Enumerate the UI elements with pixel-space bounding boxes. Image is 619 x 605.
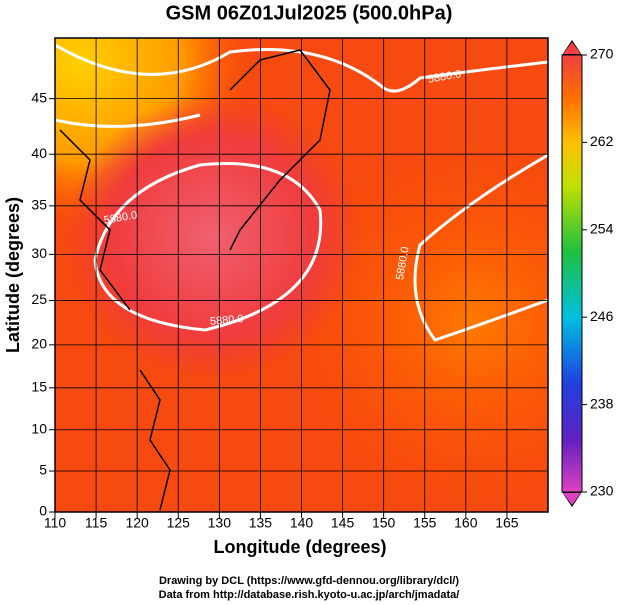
y-tick-label: 0 <box>39 503 47 519</box>
colorbar-tick-label: 270 <box>590 46 614 62</box>
x-tick-label: 140 <box>290 515 314 531</box>
y-tick-label: 5 <box>39 462 47 478</box>
colorbar-top <box>563 42 581 54</box>
x-axis-label: Longitude (degrees) <box>213 537 386 557</box>
x-tick-label: 115 <box>85 515 108 531</box>
y-tick-label: 10 <box>31 420 47 436</box>
y-tick-label: 20 <box>31 336 47 352</box>
x-tick-label: 120 <box>125 515 149 531</box>
footer-line: Drawing by DCL (https://www.gfd-dennou.o… <box>159 575 459 587</box>
colorbar-tick-label: 246 <box>590 308 614 324</box>
title: GSM 06Z01Jul2025 (500.0hPa) <box>166 2 453 24</box>
x-tick-label: 155 <box>413 515 437 531</box>
y-axis-label: Latitude (degrees) <box>3 197 23 353</box>
y-tick-label: 30 <box>31 245 47 261</box>
x-tick-label: 125 <box>167 515 191 531</box>
grid <box>54 38 548 513</box>
y-tick-label: 40 <box>31 145 47 161</box>
colorbar-tick-label: 262 <box>590 133 614 149</box>
colorbar-tick-label: 254 <box>590 221 614 237</box>
contour-label: 5880.0 <box>394 246 412 281</box>
contour-label: 5880.0 <box>103 209 138 227</box>
x-tick-label: 165 <box>495 515 519 531</box>
footer-line: Data from http://database.rish.kyoto-u.a… <box>159 589 460 601</box>
colorbar-tick-label: 230 <box>590 483 614 499</box>
colorbar-bottom <box>563 493 581 505</box>
colorbar <box>561 54 583 493</box>
x-tick-label: 135 <box>249 515 273 531</box>
x-tick-label: 160 <box>454 515 478 531</box>
contour-label: 5880.0 <box>427 68 462 86</box>
x-tick-label: 110 <box>44 515 67 531</box>
y-tick-label: 35 <box>31 197 47 213</box>
y-tick-label: 45 <box>31 89 47 105</box>
colorbar-tick-label: 238 <box>590 395 614 411</box>
x-tick-label: 145 <box>331 515 355 531</box>
contour-label: 5880.0 <box>209 313 244 328</box>
y-tick-label: 15 <box>31 378 47 394</box>
x-tick-label: 130 <box>208 515 232 531</box>
x-tick-label: 150 <box>372 515 396 531</box>
y-tick-label: 25 <box>31 291 47 307</box>
